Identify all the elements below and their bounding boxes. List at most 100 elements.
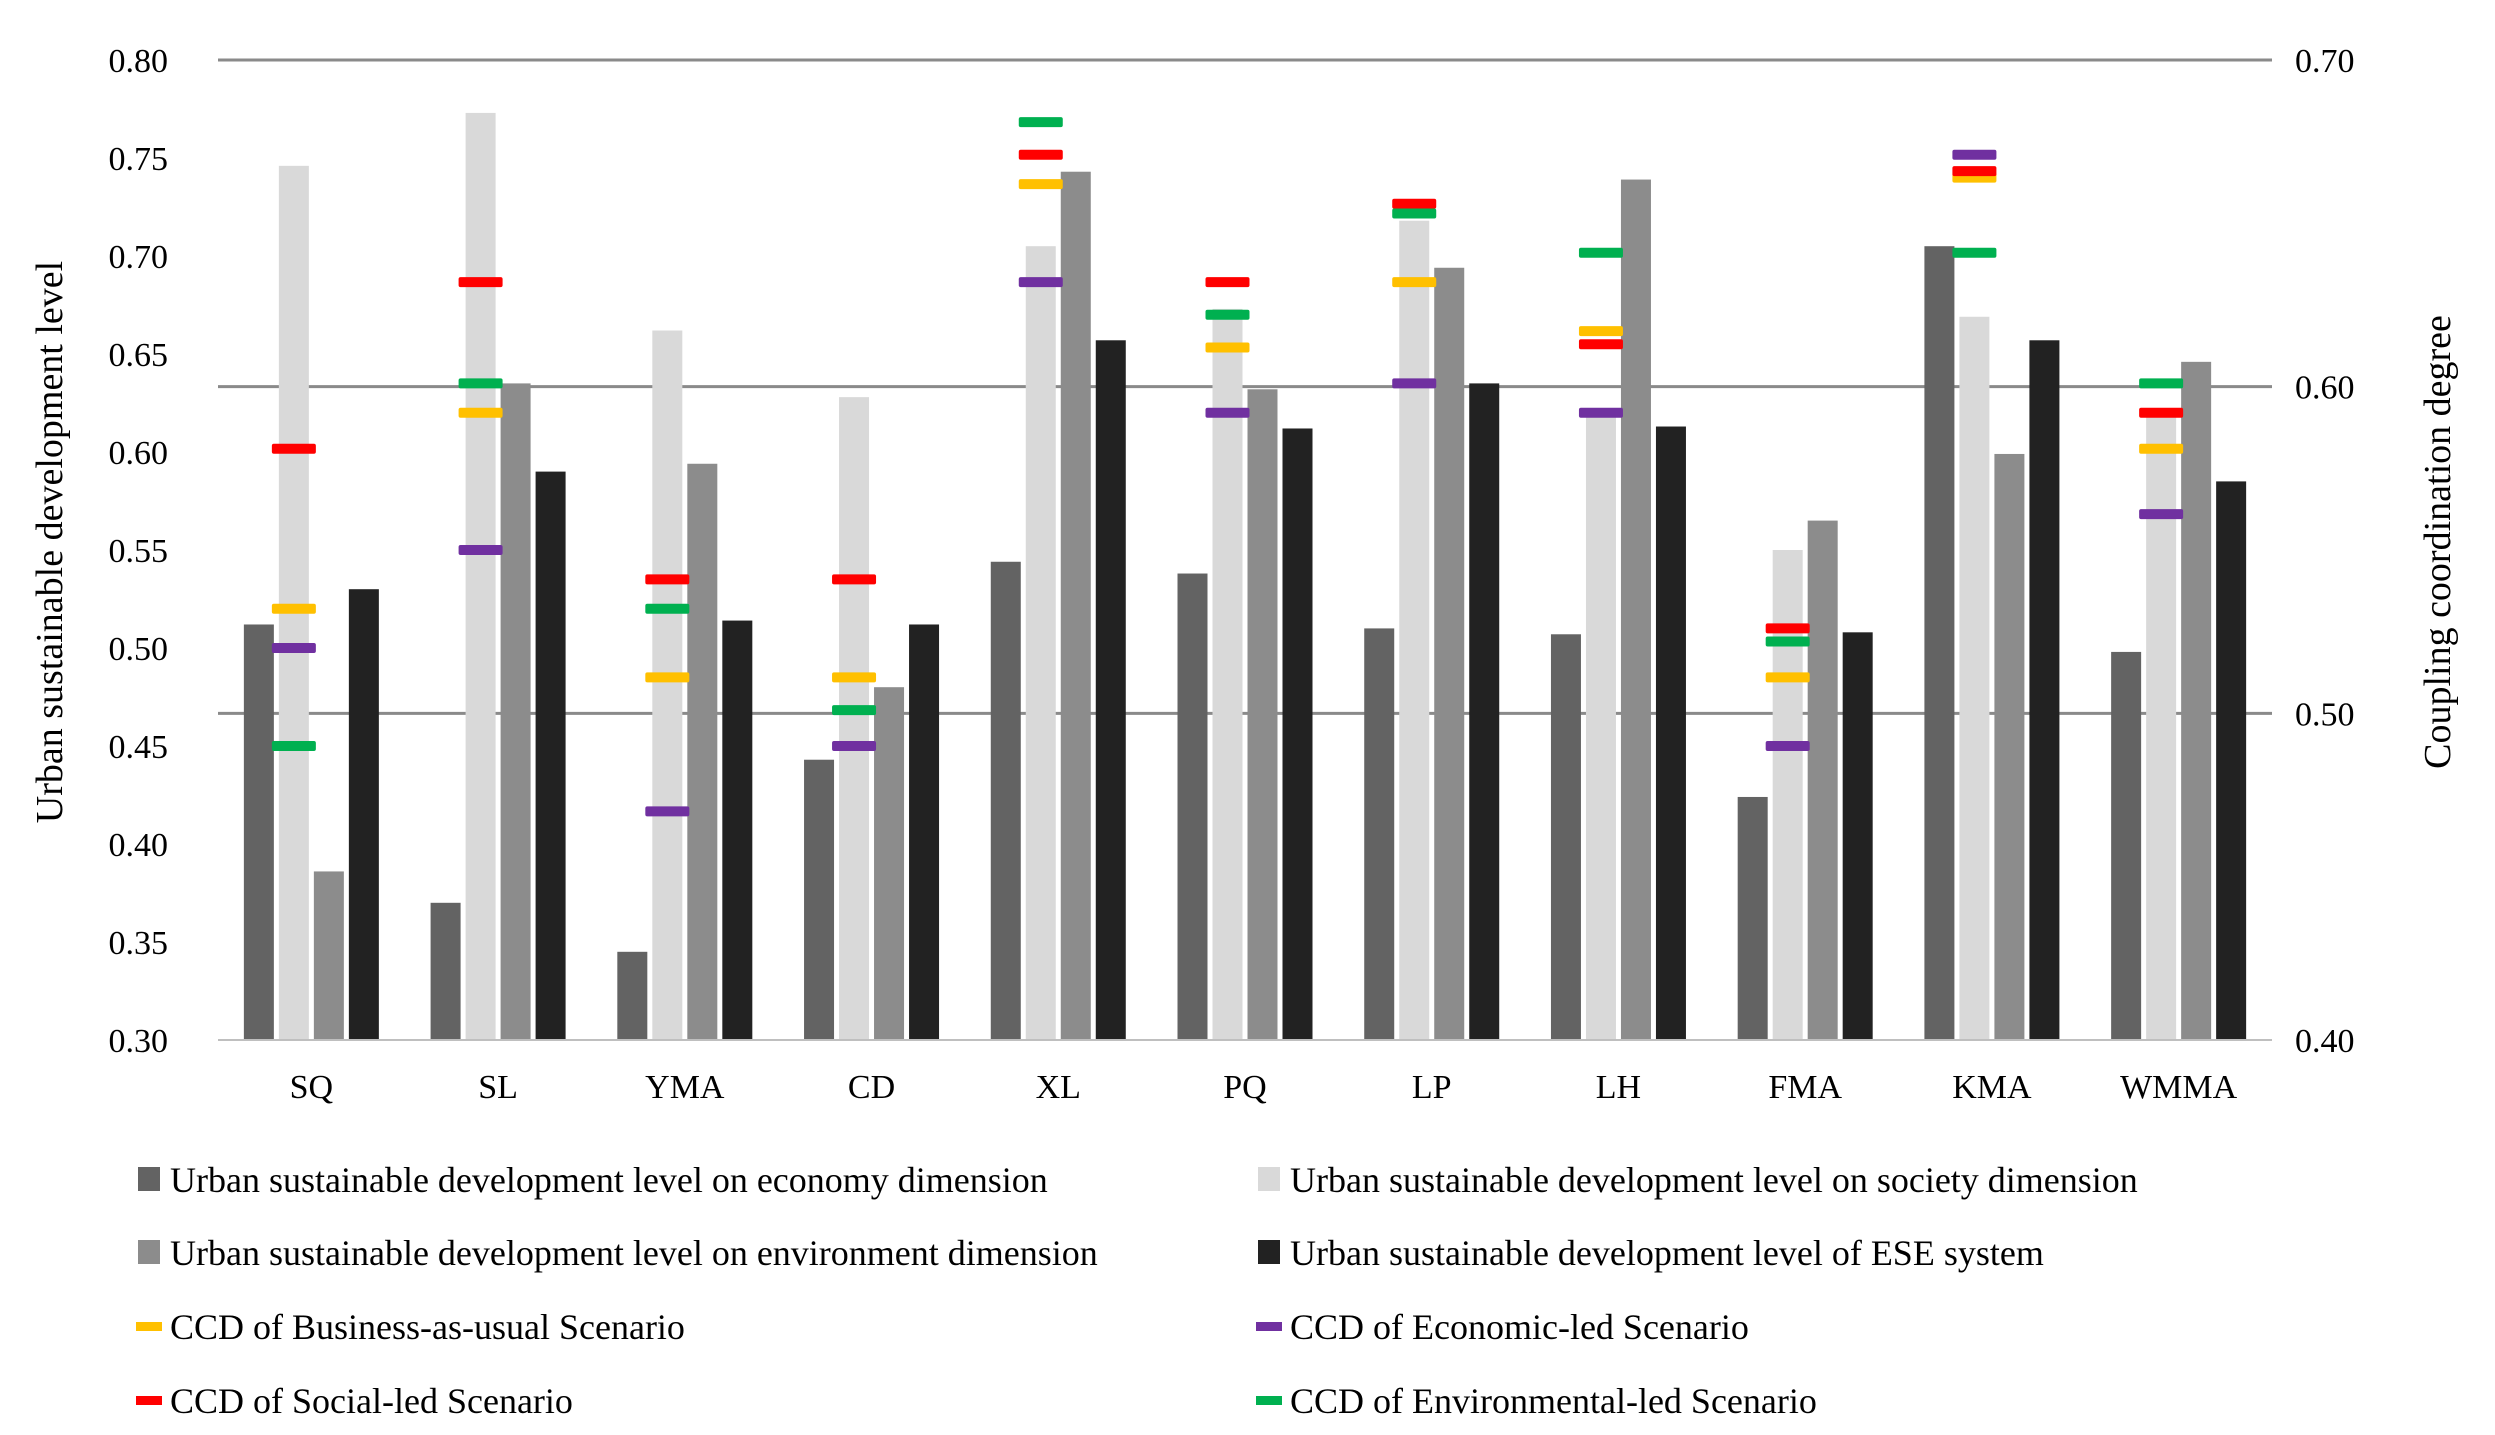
bar-pq-s4 (1282, 428, 1313, 1041)
ccd-marker-pq-3 (1205, 277, 1250, 288)
ccd-marker-yma-2 (645, 806, 690, 817)
bar-yma-s2 (652, 330, 683, 1041)
bar-kma-s3 (1994, 453, 2025, 1041)
legend-swatch-5 (136, 1322, 162, 1331)
bar-sl-s3 (500, 383, 531, 1040)
bar-cd-s3 (874, 687, 905, 1040)
bar-lh-s3 (1620, 179, 1651, 1040)
ccd-marker-pq-2 (1205, 407, 1250, 418)
x-tick-label: XL (1036, 1069, 1081, 1106)
bar-xl-s3 (1060, 171, 1091, 1041)
bar-kma-s4 (2029, 340, 2060, 1040)
legend-swatch-2 (1258, 1167, 1280, 1191)
ccd-marker-sl-3 (458, 277, 503, 288)
ccd-marker-lp-3 (1392, 198, 1437, 209)
ccd-marker-wmma-1 (2139, 443, 2184, 454)
bar-fma-s3 (1807, 520, 1838, 1040)
bar-lp-s3 (1434, 267, 1465, 1040)
ccd-marker-lp-1 (1392, 277, 1437, 288)
ccd-marker-xl-2 (1018, 277, 1063, 288)
ccd-marker-kma-4 (1952, 247, 1997, 258)
y2-axis-title: Coupling coordination degree (2417, 315, 2459, 769)
legend-label-3: Urban sustainable development level on e… (170, 1233, 1098, 1273)
bar-lh-s2 (1585, 412, 1616, 1040)
bar-wmma-s1 (2111, 651, 2142, 1040)
bar-sl-s1 (430, 902, 461, 1040)
ccd-marker-xl-1 (1018, 179, 1063, 190)
y-axis-title: Urban sustainable development level (29, 261, 71, 823)
x-tick-label: YMA (645, 1069, 725, 1106)
x-tick-label: PQ (1223, 1069, 1266, 1106)
bar-cd-s2 (839, 397, 870, 1040)
ccd-marker-lh-1 (1578, 326, 1623, 337)
ccd-marker-fma-2 (1765, 741, 1810, 751)
y2-tick-label: 0.40 (2295, 1023, 2355, 1060)
ccd-marker-kma-3 (1952, 166, 1997, 177)
bar-kma-s1 (1924, 246, 1955, 1040)
bar-xl-s2 (1025, 246, 1056, 1040)
bar-sl-s4 (535, 471, 566, 1041)
ccd-marker-sl-1 (458, 407, 503, 418)
bar-yma-s4 (722, 620, 753, 1040)
ccd-marker-xl-3 (1018, 149, 1063, 160)
y-tick-label: 0.75 (109, 141, 169, 178)
y-tick-label: 0.65 (109, 337, 169, 374)
bar-cd-s4 (909, 624, 940, 1040)
bar-sq-s4 (348, 589, 379, 1040)
y2-tick-label: 0.70 (2295, 43, 2355, 80)
ccd-marker-lh-4 (1578, 247, 1623, 258)
bar-xl-s1 (990, 561, 1021, 1040)
bar-kma-s2 (1959, 316, 1990, 1040)
y-tick-label: 0.50 (109, 631, 169, 668)
bars (243, 112, 2247, 1041)
x-tick-label: KMA (1952, 1069, 2032, 1106)
bar-yma-s3 (687, 463, 718, 1040)
ccd-markers (271, 117, 2184, 817)
ccd-marker-yma-3 (645, 574, 690, 585)
y2-tick-label: 0.50 (2295, 696, 2355, 733)
bar-yma-s1 (617, 951, 648, 1040)
ccd-marker-fma-4 (1765, 636, 1810, 647)
ccd-marker-cd-3 (832, 574, 877, 585)
bar-lp-s4 (1469, 383, 1500, 1040)
legend-label-8: CCD of Environmental-led Scenario (1290, 1381, 1817, 1421)
bar-sl-s2 (465, 112, 496, 1041)
ccd-marker-cd-2 (832, 741, 877, 751)
axes: 0.30 0.35 0.40 0.45 0.50 0.55 0.60 0.65 0.70 0.75… (109, 43, 2355, 1106)
bar-cd-s1 (804, 759, 835, 1040)
x-tick-label: LH (1596, 1069, 1641, 1106)
y2-tick-label: 0.60 (2295, 370, 2355, 407)
x-tick-label: WMMA (2120, 1069, 2238, 1106)
legend-label-1: Urban sustainable development level on e… (170, 1160, 1048, 1200)
x-tick-label: SQ (290, 1069, 333, 1106)
ccd-marker-lp-2 (1392, 378, 1437, 389)
ccd-marker-sl-2 (458, 545, 503, 555)
y-tick-label: 0.70 (109, 239, 169, 276)
bar-lp-s1 (1364, 628, 1395, 1040)
y-tick-label: 0.30 (109, 1023, 169, 1060)
ccd-marker-yma-4 (645, 603, 690, 614)
ccd-marker-wmma-2 (2139, 509, 2184, 520)
bar-sq-s1 (243, 624, 274, 1040)
legend-label-2: Urban sustainable development level on s… (1290, 1160, 2138, 1200)
ccd-marker-lh-3 (1578, 339, 1623, 350)
y-tick-label: 0.80 (109, 43, 169, 80)
ccd-marker-wmma-4 (2139, 378, 2184, 389)
y-tick-label: 0.40 (109, 827, 169, 864)
bar-wmma-s4 (2216, 481, 2247, 1040)
y-tick-label: 0.55 (109, 533, 169, 570)
ccd-marker-fma-1 (1765, 672, 1810, 683)
ccd-marker-lp-4 (1392, 208, 1437, 219)
bar-wmma-s2 (2146, 412, 2177, 1040)
ccd-marker-sq-4 (271, 741, 316, 751)
bar-lh-s1 (1550, 634, 1581, 1040)
y-tick-label: 0.45 (109, 729, 169, 766)
x-tick-label: LP (1412, 1069, 1452, 1106)
bar-lh-s4 (1655, 426, 1686, 1040)
legend-label-5: CCD of Business-as-usual Scenario (170, 1307, 685, 1347)
x-tick-label: SL (478, 1069, 518, 1106)
ccd-marker-xl-4 (1018, 117, 1063, 128)
ccd-marker-cd-1 (832, 672, 877, 683)
bar-sq-s2 (278, 165, 309, 1041)
